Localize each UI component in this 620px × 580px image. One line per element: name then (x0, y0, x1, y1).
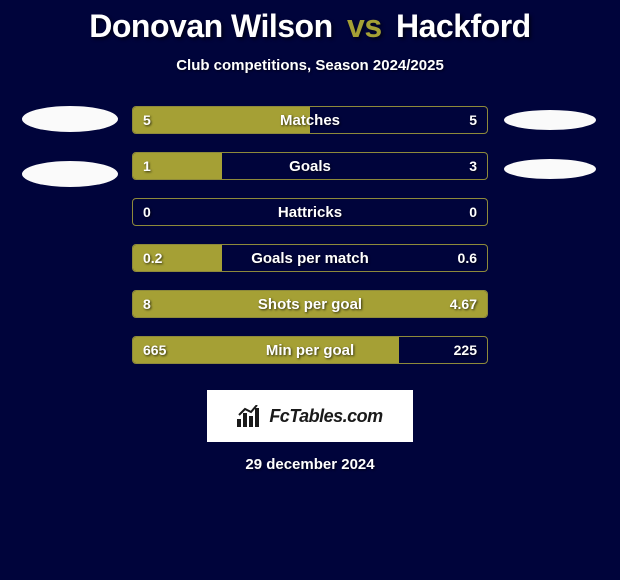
player2-name: Hackford (396, 8, 531, 44)
stat-right-value: 0 (469, 199, 477, 225)
stat-label: Shots per goal (133, 291, 487, 317)
stat-right-value: 3 (469, 153, 477, 179)
stat-row-goals: 1 Goals 3 (132, 152, 488, 180)
stat-row-matches: 5 Matches 5 (132, 106, 488, 134)
stat-right-value: 225 (454, 337, 477, 363)
vs-text: vs (347, 8, 382, 44)
stat-right-value: 4.67 (450, 291, 477, 317)
player1-club-avatar (22, 161, 118, 187)
brand-text: FcTables.com (269, 406, 382, 427)
stat-row-hattricks: 0 Hattricks 0 (132, 198, 488, 226)
footer-date: 29 december 2024 (0, 456, 620, 473)
stat-right-value: 5 (469, 107, 477, 133)
stat-label: Goals per match (133, 245, 487, 271)
player1-name: Donovan Wilson (89, 8, 332, 44)
stat-label: Goals (133, 153, 487, 179)
player2-avatar (504, 110, 596, 130)
comparison-title: Donovan Wilson vs Hackford (0, 0, 620, 45)
stat-bars: 5 Matches 5 1 Goals 3 0 Hattricks 0 0.2 … (130, 106, 490, 382)
player2-avatar-column (490, 106, 610, 382)
stat-label: Min per goal (133, 337, 487, 363)
stat-row-goals-per-match: 0.2 Goals per match 0.6 (132, 244, 488, 272)
stat-row-min-per-goal: 665 Min per goal 225 (132, 336, 488, 364)
brand-logo: FcTables.com (207, 390, 413, 442)
stat-label: Matches (133, 107, 487, 133)
stats-content: 5 Matches 5 1 Goals 3 0 Hattricks 0 0.2 … (0, 106, 620, 382)
player2-club-avatar (504, 159, 596, 179)
player1-avatar (22, 106, 118, 132)
chart-icon (237, 405, 263, 427)
player1-avatar-column (10, 106, 130, 382)
subtitle: Club competitions, Season 2024/2025 (0, 57, 620, 74)
stat-label: Hattricks (133, 199, 487, 225)
stat-row-shots-per-goal: 8 Shots per goal 4.67 (132, 290, 488, 318)
stat-right-value: 0.6 (458, 245, 477, 271)
